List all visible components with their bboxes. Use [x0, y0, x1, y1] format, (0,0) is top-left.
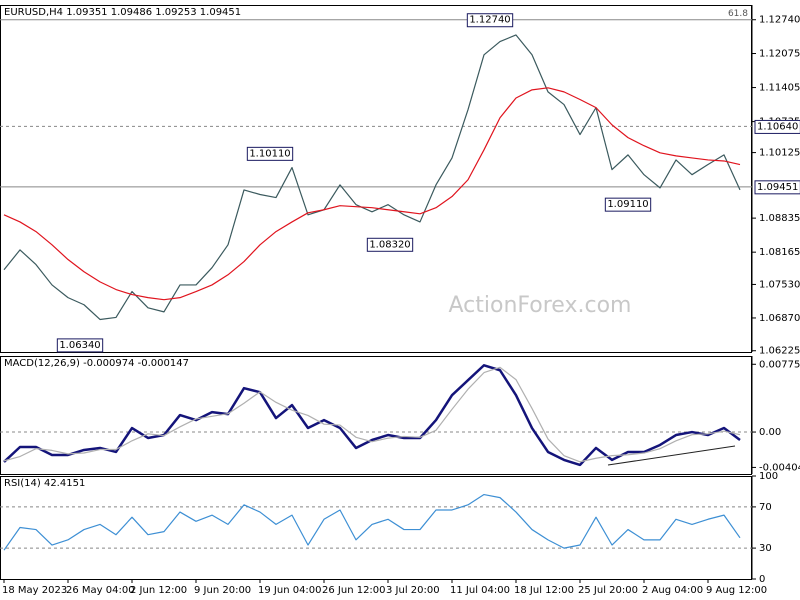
- y-tick-label: 30: [759, 543, 772, 554]
- watermark: ActionForex.com: [449, 293, 632, 318]
- y-tick-label: 1.12740: [759, 15, 800, 26]
- series-line: [3, 366, 741, 463]
- price-annotation-box: [366, 237, 414, 252]
- level-label-box: [754, 180, 800, 195]
- price-annotation: 1.12740: [469, 15, 510, 26]
- price-annotation-box: [56, 338, 104, 353]
- x-tick-label: 9 Jun 20:00: [194, 585, 251, 596]
- y-tick-label: 1.11405: [759, 83, 800, 94]
- panel-title: MACD(12,26,9) -0.000974 -0.000147: [4, 358, 189, 369]
- x-tick-label: 19 Jun 04:00: [258, 585, 322, 596]
- x-tick-label: 3 Jul 20:00: [386, 585, 440, 596]
- y-tick-label: 1.08165: [759, 247, 800, 258]
- y-tick-label: -0.004047: [759, 462, 800, 473]
- series-line: [3, 87, 741, 301]
- x-tick-label: 11 Jul 04:00: [450, 585, 510, 596]
- x-tick-label: 25 Jul 20:00: [578, 585, 638, 596]
- price-annotation-box: [466, 13, 514, 28]
- y-tick-label: 1.07530: [759, 279, 800, 290]
- x-tick-label: 9 Aug 12:00: [706, 585, 767, 596]
- y-tick-label: 1.08835: [759, 213, 800, 224]
- y-tick-label: 0.00: [759, 427, 781, 438]
- panel-title: EURUSD,H4 1.09351 1.09486 1.09253 1.0945…: [4, 7, 241, 18]
- x-tick-label: 26 May 04:00: [66, 585, 135, 596]
- y-tick-label: 1.06870: [759, 313, 800, 324]
- x-tick-label: 18 May 2023: [2, 585, 67, 596]
- y-tick-label: 1.10125: [759, 148, 800, 159]
- series-line: [3, 364, 741, 467]
- price-annotation: 1.09110: [607, 199, 648, 210]
- price-annotation-box: [604, 197, 652, 212]
- panel-title: RSI(14) 42.4151: [4, 478, 85, 489]
- price-annotation: 1.08320: [369, 239, 410, 250]
- y-tick-label: 0: [759, 574, 765, 585]
- price-annotation: 1.06340: [59, 340, 100, 351]
- series-line: [3, 34, 741, 321]
- x-tick-label: 18 Jul 12:00: [514, 585, 574, 596]
- y-tick-label: 70: [759, 502, 772, 513]
- level-label: 1.09451: [757, 182, 798, 193]
- price-annotation: 1.10110: [249, 148, 290, 159]
- x-tick-label: 2 Aug 04:00: [642, 585, 703, 596]
- series-line: [3, 493, 741, 551]
- price-annotation-box: [246, 146, 294, 161]
- y-tick-label: 1.06225: [759, 346, 800, 357]
- x-tick-label: 26 Jun 12:00: [322, 585, 386, 596]
- x-tick-label: 2 Jun 12:00: [130, 585, 187, 596]
- y-tick-label: 100: [759, 471, 778, 482]
- level-label: 1.10640: [757, 121, 798, 132]
- y-tick-label: 1.12075: [759, 49, 800, 60]
- level-label-box: [754, 119, 800, 134]
- y-tick-label: 0.007754: [759, 359, 800, 370]
- fib-label: 61.8: [728, 9, 748, 19]
- trend-line: [607, 445, 736, 466]
